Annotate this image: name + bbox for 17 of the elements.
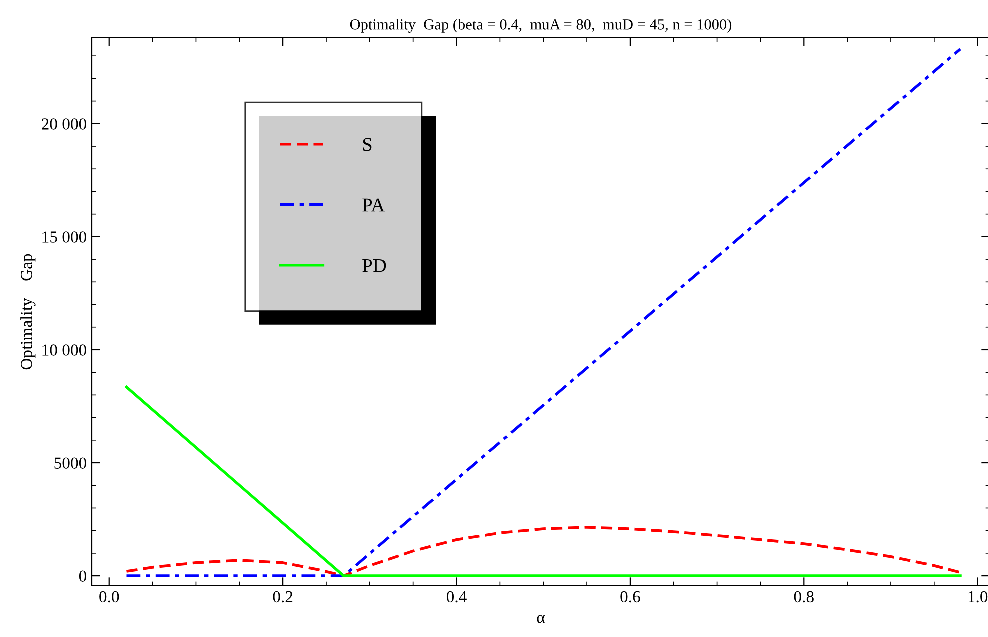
x-tick-label: 1.0: [968, 591, 988, 603]
x-axis-title: α: [537, 615, 545, 624]
y-tick-label: 5000: [54, 458, 87, 469]
y-tick-label: 0: [79, 570, 87, 582]
x-tick-label: 0.6: [620, 591, 640, 603]
legend-label: PD: [362, 259, 386, 272]
x-tick-label: 0.2: [273, 591, 293, 603]
legend-label: PA: [362, 198, 386, 212]
x-tick-label: 0.4: [446, 591, 467, 603]
x-tick-label: 0.0: [100, 591, 120, 603]
y-tick-label: 15 000: [42, 232, 87, 243]
legend-label: S: [363, 138, 372, 152]
y-axis-title: Optimality Gap: [20, 254, 36, 370]
x-tick-label: 0.8: [794, 591, 814, 603]
chart-title: Optimality Gap (beta = 0.4, muA = 80, muD = 45, n = 1000): [350, 19, 732, 33]
y-tick-label: 20 000: [42, 118, 87, 130]
y-tick-label: 10 000: [42, 344, 87, 356]
